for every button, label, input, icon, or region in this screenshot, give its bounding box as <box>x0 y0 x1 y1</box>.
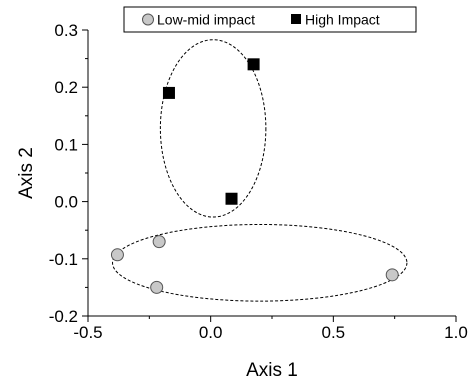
chart-axes: -0.5 0.0 0.5 1.0 -0.2 -0.1 0.0 0.1 0.2 0.3 <box>49 21 468 342</box>
cluster-ellipse-1 <box>159 39 267 218</box>
point-high-impact <box>162 86 175 99</box>
point-low-mid-impact <box>150 280 164 294</box>
point-low-mid-impact <box>152 235 166 249</box>
legend-label-low-mid-impact: Low-mid impact <box>157 12 255 28</box>
cluster-ellipse-2 <box>112 223 408 302</box>
point-low-mid-impact <box>385 268 399 282</box>
data-points <box>110 58 399 294</box>
y-tick-label: 0.1 <box>54 135 78 154</box>
legend-box <box>123 6 417 33</box>
cluster-ellipses <box>112 39 408 302</box>
y-tick-label: 0.2 <box>54 78 78 97</box>
point-low-mid-impact <box>110 248 124 262</box>
point-high-impact <box>225 192 238 205</box>
x-tick-label: -0.5 <box>73 323 102 342</box>
legend-marker-low-mid-impact <box>142 13 154 26</box>
legend-label-high-impact: High Impact <box>305 12 380 28</box>
y-tick-label: -0.2 <box>49 307 78 326</box>
legend: Low-mid impact High Impact <box>123 6 417 33</box>
y-tick-label: 0.0 <box>54 193 78 212</box>
x-tick-label: 0.5 <box>322 323 346 342</box>
x-tick-label: 1.0 <box>444 323 468 342</box>
point-high-impact <box>247 58 260 71</box>
y-axis-label: Axis 2 <box>16 147 37 199</box>
x-axis-label: Axis 1 <box>246 360 298 381</box>
y-tick-label: -0.1 <box>49 250 78 269</box>
legend-marker-high-impact <box>291 14 301 24</box>
x-tick-label: 0.0 <box>199 323 223 342</box>
y-tick-label: 0.3 <box>54 21 78 40</box>
